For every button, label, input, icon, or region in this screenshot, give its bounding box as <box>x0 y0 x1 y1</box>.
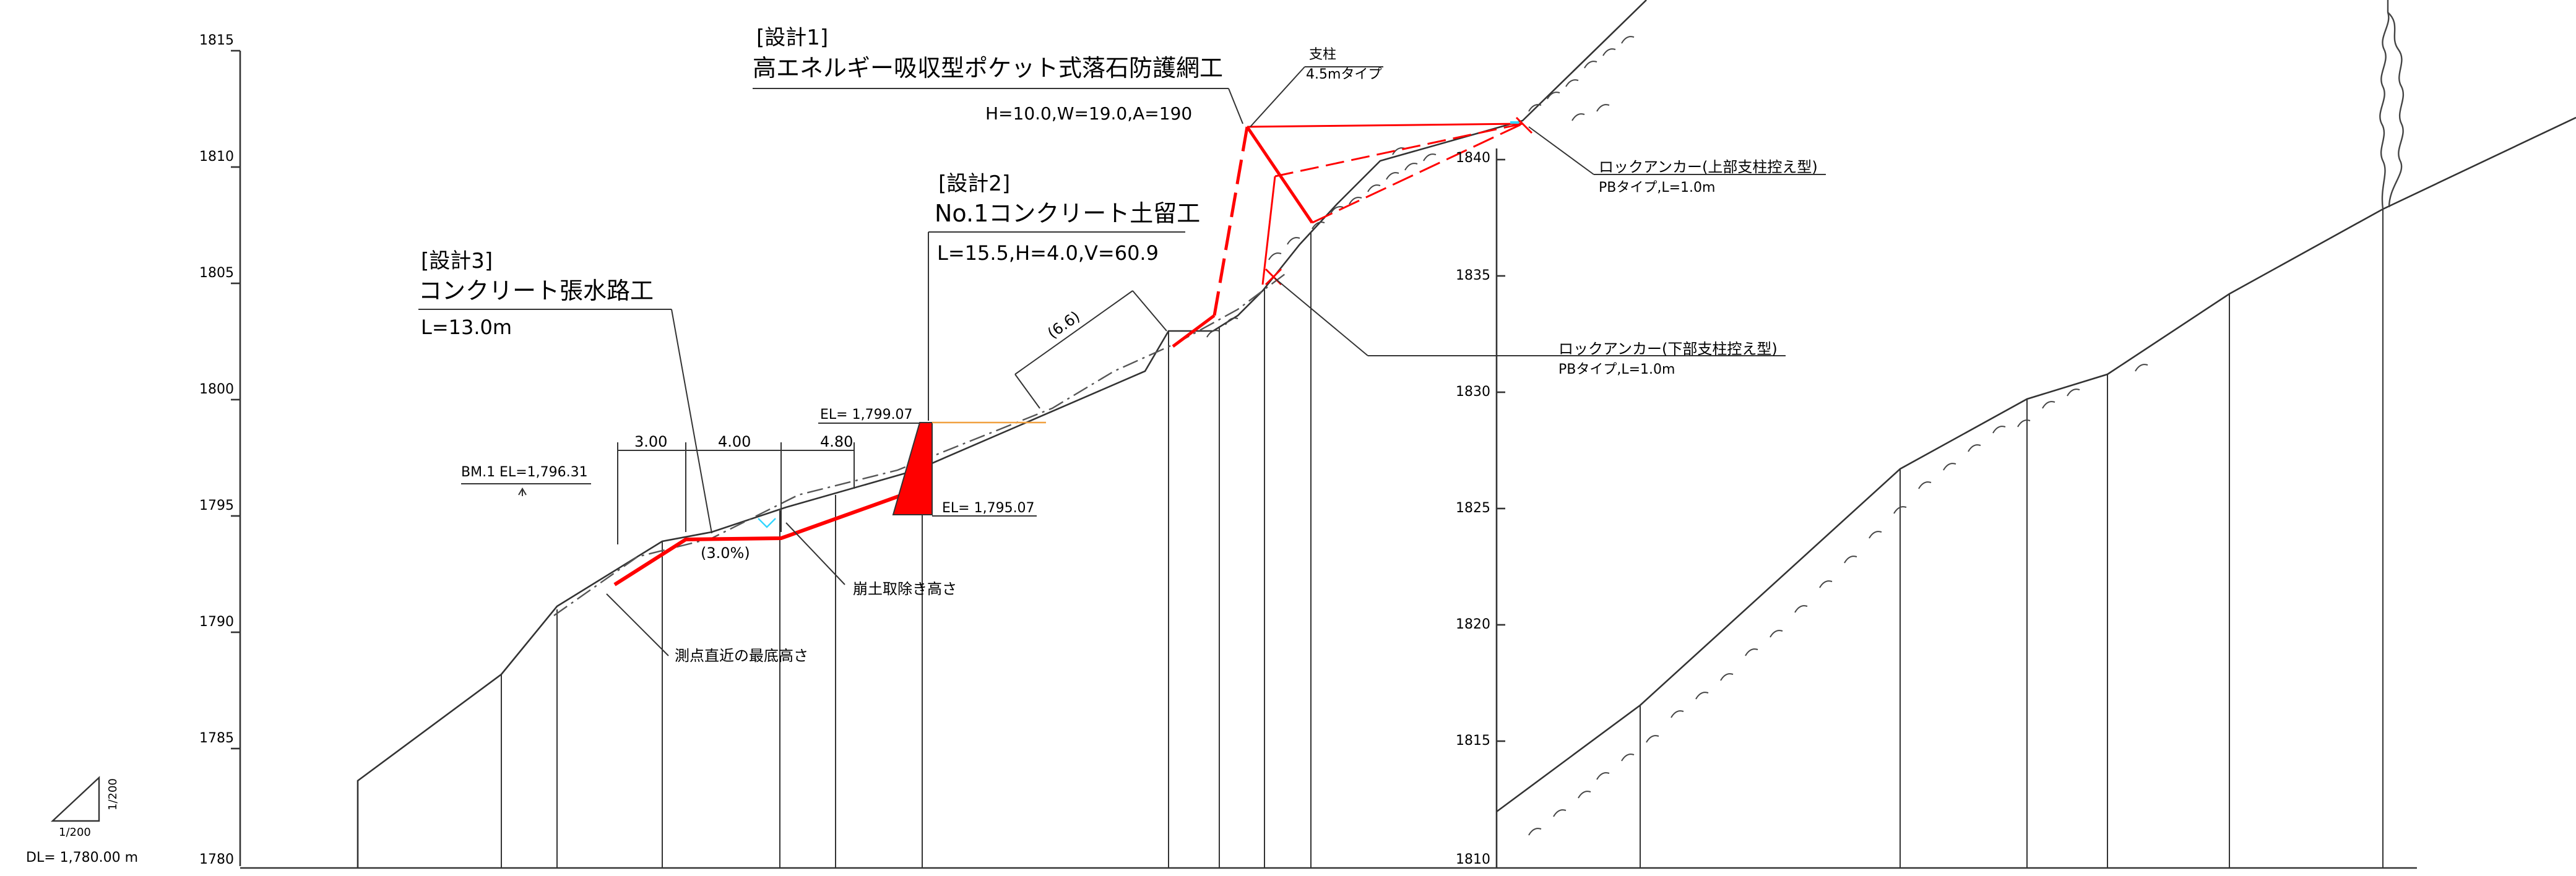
left-tick-label: 1800 <box>199 382 234 397</box>
ground-profile-left <box>357 0 1647 868</box>
lowest-bed-note: 測点直近の最底高さ <box>675 647 808 664</box>
design1-spec: H=10.0,W=19.0,A=190 <box>985 103 1192 124</box>
left-tick-label: 1805 <box>199 265 234 281</box>
design2-title: No.1コンクリート土留工 <box>935 200 1200 227</box>
right-tick-label: 1820 <box>1456 617 1490 632</box>
gradient-label: (3.0%) <box>701 544 750 562</box>
rock-hatching-right <box>1528 364 2148 836</box>
dim-3-00: 3.00 <box>634 433 667 450</box>
design3-title: コンクリート張水路工 <box>418 277 654 304</box>
left-tick-label: 1785 <box>199 731 234 746</box>
anchor-lower-spec: PBタイプ,L=1.0m <box>1558 362 1675 377</box>
dim-4-00: 4.00 <box>718 433 751 450</box>
lowest-bed-leader <box>606 593 669 656</box>
left-tick-label: 1815 <box>199 33 234 48</box>
post-leader <box>1250 66 1305 127</box>
design1-net <box>1172 116 1533 348</box>
left-tick-label: 1780 <box>199 852 234 867</box>
anchor-lower-leader <box>1274 278 1368 356</box>
design2-tag: [設計2] <box>938 171 1010 196</box>
right-tick-label: 1815 <box>1456 733 1490 749</box>
post-label: 支柱 <box>1309 47 1336 62</box>
right-tick-label: 1810 <box>1456 852 1490 867</box>
anchor-upper-title: ロックアンカー(上部支柱控え型) <box>1599 158 1818 176</box>
left-tick-label: 1790 <box>199 614 234 630</box>
design1-leader <box>1228 88 1243 124</box>
rock-hatching-left <box>1206 36 1635 338</box>
post-type: 4.5mタイプ <box>1306 67 1381 82</box>
anchor-upper-spec: PBタイプ,L=1.0m <box>1599 180 1715 195</box>
station-lines-right <box>1640 209 2384 868</box>
right-tick-label: 1835 <box>1456 268 1490 283</box>
cyan-marker <box>758 518 776 528</box>
design3-channel <box>613 493 904 586</box>
dim-4-80: 4.80 <box>820 433 853 450</box>
scale-vertical: 1/200 <box>106 778 119 810</box>
left-elevation-axis: 1815 1810 1805 1800 1795 1790 1785 1780 <box>199 33 241 867</box>
design1-tag: [設計1] <box>756 25 828 50</box>
ground-profile-right <box>1496 116 2576 813</box>
tree-icon <box>2379 0 2405 210</box>
dim-slope-length: (6.6) <box>1044 307 1083 342</box>
anchor-lower-title: ロックアンカー(下部支柱控え型) <box>1558 340 1778 358</box>
scale-horizontal: 1/200 <box>59 826 91 839</box>
left-tick-label: 1810 <box>199 149 234 165</box>
benchmark-marker <box>518 487 527 496</box>
design3-spec: L=13.0m <box>421 316 512 339</box>
design3-leader <box>671 309 712 534</box>
right-tick-label: 1840 <box>1456 150 1490 166</box>
dimension-lines <box>617 290 1167 544</box>
debris-removal-note: 崩土取除き高さ <box>853 580 957 598</box>
design3-tag: [設計3] <box>421 249 493 273</box>
wall-bottom-elevation: EL= 1,795.07 <box>942 500 1035 516</box>
benchmark-label: BM.1 EL=1,796.31 <box>461 465 588 480</box>
anchor-upper-leader <box>1528 126 1594 175</box>
right-tick-label: 1825 <box>1456 500 1490 516</box>
debris-note-leader <box>785 522 845 585</box>
right-tick-label: 1830 <box>1456 384 1490 400</box>
scale-triangle <box>50 776 100 822</box>
design-dashdot-line <box>553 272 1288 616</box>
station-lines-left <box>501 232 1312 868</box>
design2-retaining-wall <box>892 422 933 515</box>
design2-spec: L=15.5,H=4.0,V=60.9 <box>937 241 1159 265</box>
design1-title: 高エネルギー吸収型ポケット式落石防護網工 <box>753 54 1223 82</box>
right-elevation-axis: 1840 1835 1830 1825 1820 1815 1810 <box>1456 148 1505 868</box>
wall-top-elevation: EL= 1,799.07 <box>820 407 913 423</box>
datum-label: DL= 1,780.00 m <box>26 850 138 865</box>
left-tick-label: 1795 <box>199 498 234 513</box>
